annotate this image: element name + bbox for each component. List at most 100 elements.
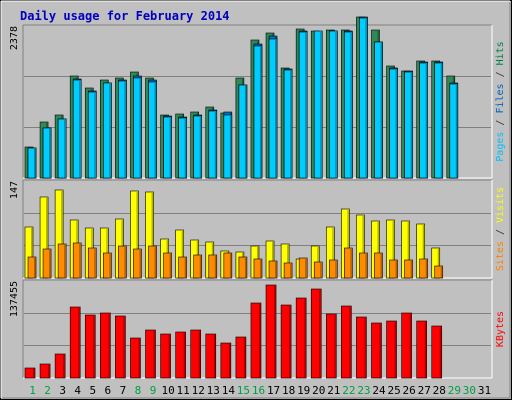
bar-side [244,258,247,278]
bar-body [103,252,112,279]
bar-side [139,79,141,178]
bar-side [124,82,126,178]
bar-sites-day-13 [208,254,218,279]
bar-body [100,312,111,379]
bar-side [123,317,125,378]
bar-side [229,254,232,278]
bar-side [440,64,443,178]
bar-body [178,117,187,179]
bar-side [377,222,379,278]
bar-side [61,191,63,278]
bar-side [395,261,398,278]
bar-kbytes-day-6 [100,312,111,379]
bar-pages-day-24 [374,41,383,179]
bar-body [419,62,428,179]
x-axis-day-labels: 1 2 3 4 5 6 7 8 9 10 11 12 13 14 15 16 17 18 19 20 21 22 23 24 2… [29,384,491,397]
bar-sites-day-15 [238,256,248,279]
bar-body [404,259,413,279]
bar-side [440,267,443,278]
bar-body [374,41,383,179]
x-tick-label: 19 [297,384,310,397]
bar-sites-day-26 [404,259,413,279]
bar-side [79,244,81,278]
bar-side [350,33,352,178]
bar-side [395,70,398,178]
bar-side [410,73,413,178]
bar-sites-day-25 [389,259,398,279]
bar-side [184,119,187,178]
x-tick-label: 7 [120,384,127,397]
bar-side [259,47,262,178]
bar-body [84,314,96,379]
bar-pages-day-10 [163,116,172,179]
bar-body [118,245,127,279]
bar-body [130,337,141,379]
bar-sites-day-11 [178,256,187,279]
bar-kbytes-day-9 [145,329,156,379]
bar-side [229,116,232,178]
bar-body [253,258,263,279]
bar-side [349,307,351,378]
bar-side [136,192,138,278]
x-tick-label: 12 [192,384,205,397]
bar-body [57,118,67,179]
bar-side [335,261,337,278]
bar-pages-day-20 [313,30,323,179]
bar-side [334,315,336,378]
bar-side [422,225,425,278]
bar-body [163,116,172,179]
bar-body [325,313,337,379]
bar-pages-day-4 [72,79,82,179]
bar-pages-day-15 [238,84,248,179]
bar-side [347,210,349,278]
x-tick-label: 15 [237,384,250,397]
x-tick-label: 30 [463,384,476,397]
bar-body [87,247,97,279]
bar-body [328,259,338,279]
bar-body [434,265,444,279]
series-kbytes [24,284,443,379]
bar-pages-day-23 [359,17,368,179]
bar-sites-day-7 [118,245,127,279]
bar-body [371,322,382,379]
bar-side [214,256,217,278]
bar-kbytes-day-7 [115,315,126,379]
bar-side [455,85,458,178]
bar-side [79,81,81,178]
bar-body [133,248,142,279]
bar-side [304,299,306,378]
x-tick-label: 5 [89,384,96,397]
bar-sites-day-19 [298,257,308,279]
bar-pages-day-18 [283,69,293,179]
bar-side [332,228,334,278]
x-tick-label: 17 [267,384,280,397]
x-tick-label: 1 [29,384,36,397]
bar-body [39,363,51,379]
bar-side [272,242,274,278]
bar-kbytes-day-2 [39,363,51,379]
x-tick-label: 16 [252,384,265,397]
x-tick-label: 26 [403,384,416,397]
bar-body [265,284,277,379]
bar-kbytes-day-19 [295,297,307,379]
bar-pages-day-28 [434,62,444,179]
bar-kbytes-day-25 [386,320,397,379]
bar-kbytes-day-8 [130,337,141,379]
bar-sites-day-21 [328,259,338,279]
bar-body [145,329,156,379]
x-tick-label: 28 [433,384,446,397]
legend-item: Files [495,83,506,113]
x-tick-label: 9 [150,384,157,397]
bar-body [235,336,247,379]
bar-body [344,31,353,179]
x-tick-label: 4 [74,384,81,397]
bar-body [389,259,398,279]
bar-side [290,264,292,278]
bar-side [154,247,157,278]
bar-side [392,221,395,278]
bar-sites-day-16 [253,258,263,279]
bar-sites-day-9 [148,245,157,279]
x-tick-label: 2 [44,384,51,397]
bar-kbytes-day-16 [250,302,262,379]
